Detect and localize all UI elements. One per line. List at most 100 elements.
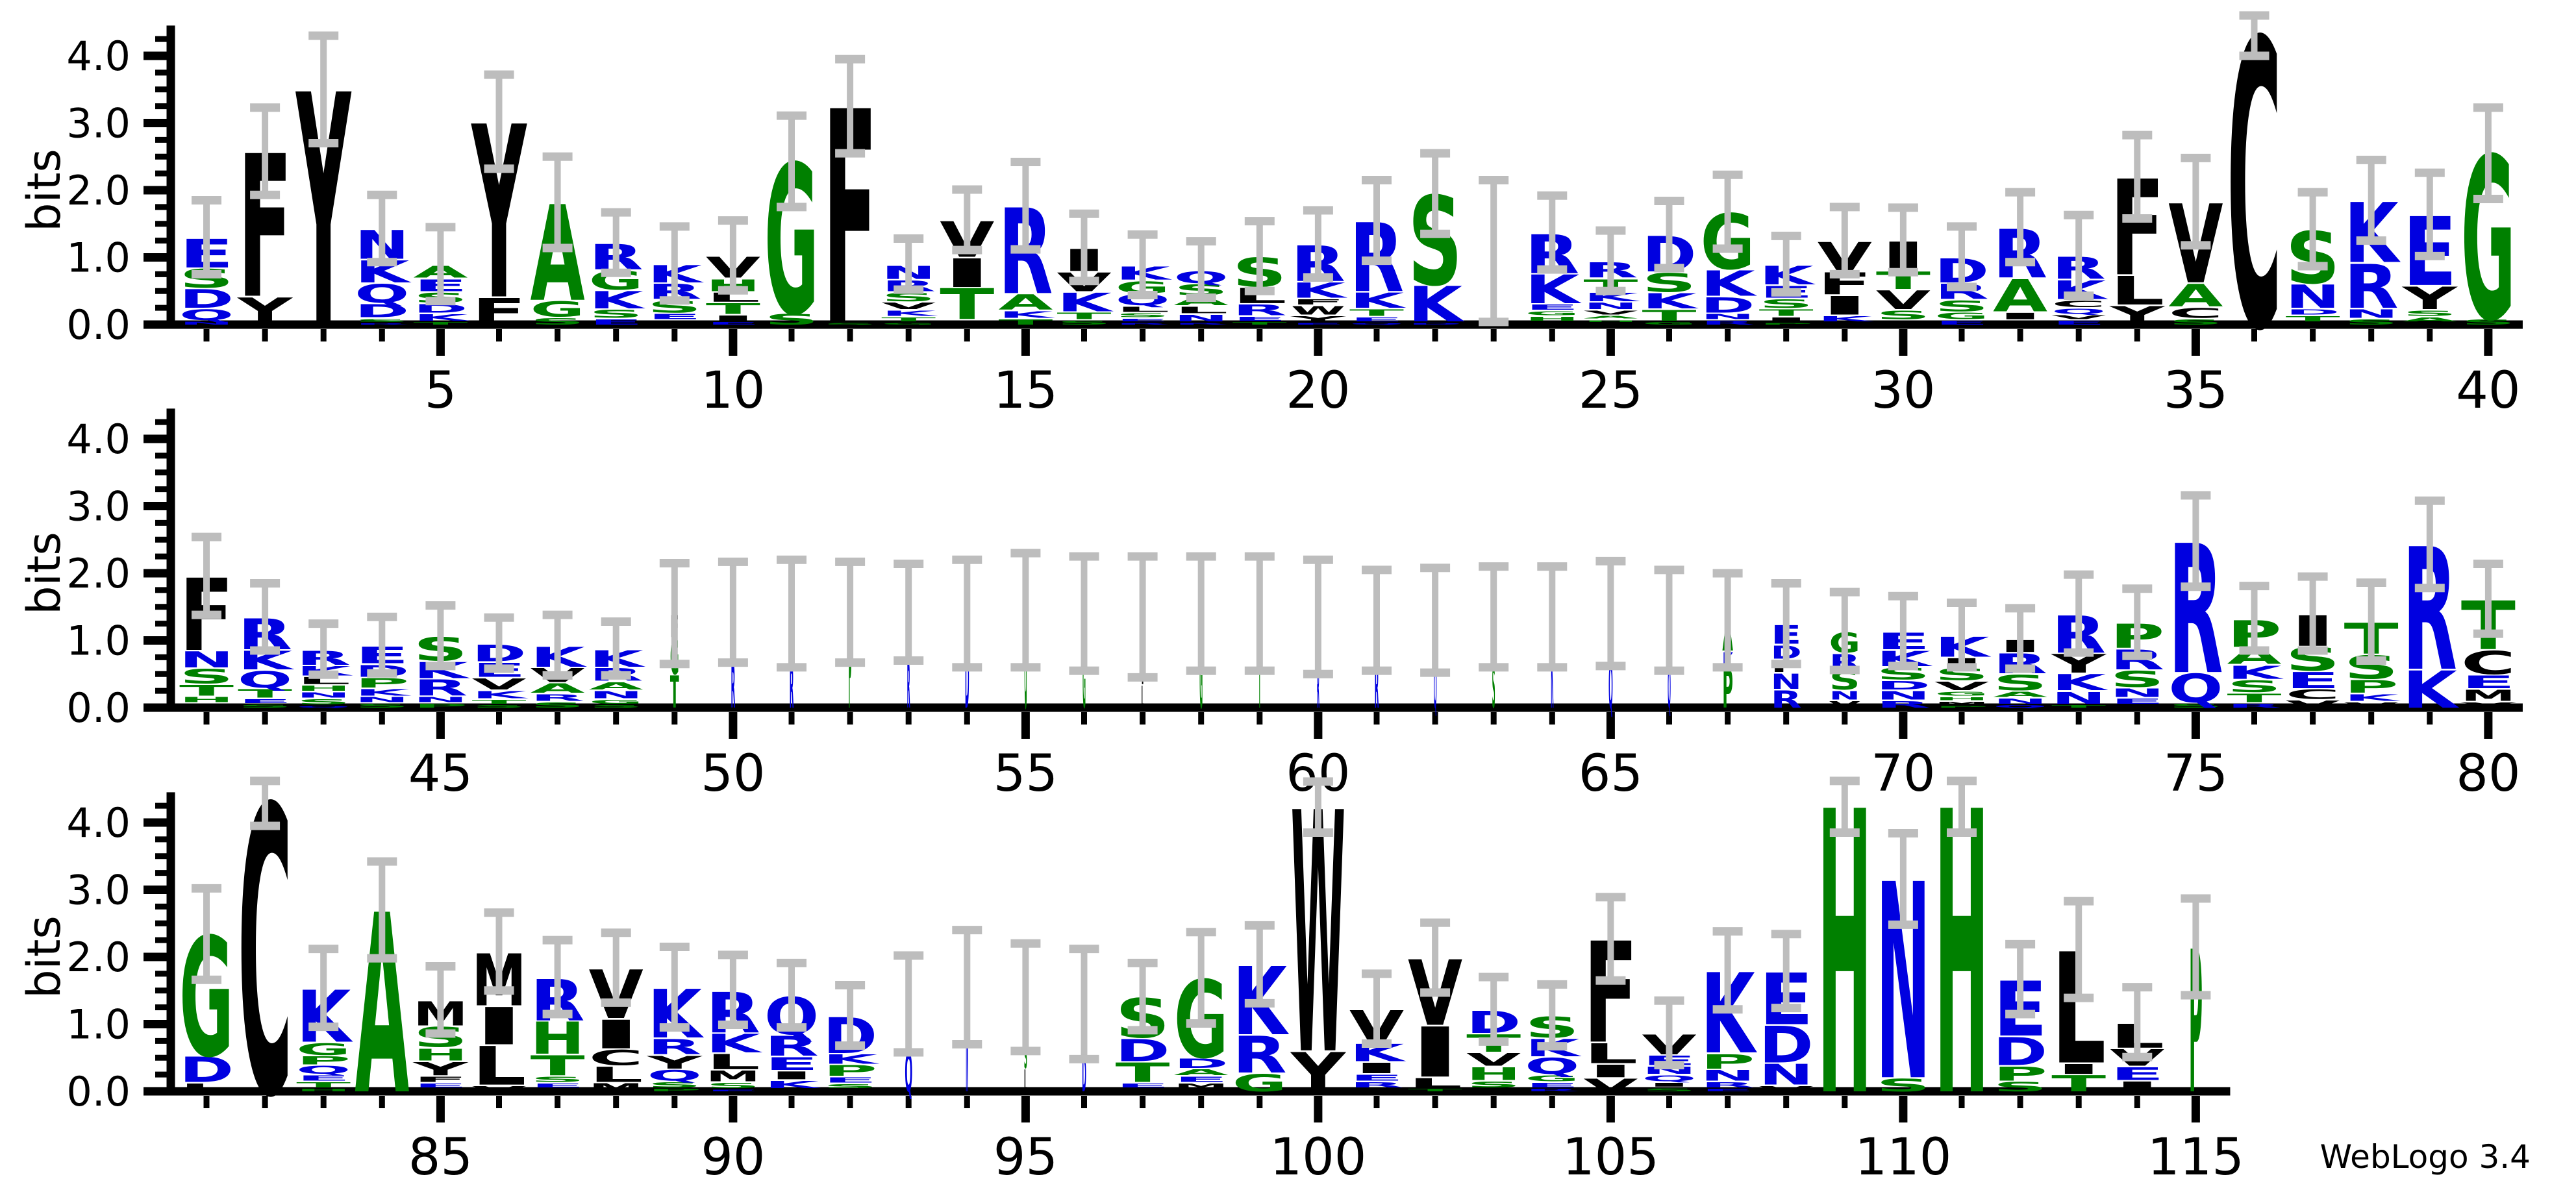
residue-letter-S-48: S <box>589 704 644 708</box>
residue-letter-E-85: E <box>413 1082 468 1088</box>
error-bar-70 <box>1888 591 1918 671</box>
error-bar-106 <box>1654 996 1684 1070</box>
residue-letter-T-10: T <box>706 301 760 317</box>
residue-letter-S-87: S <box>531 1076 585 1084</box>
residue-letter-V-69: V <box>1829 699 1860 710</box>
x-tick-label: 25 <box>1579 362 1643 420</box>
residue-letter-N-1: N <box>179 321 234 326</box>
error-bar-2 <box>250 103 281 199</box>
error-bar-17 <box>1127 230 1158 299</box>
residue-letter-E-74: E <box>2110 697 2164 706</box>
error-bar-65 <box>1595 556 1626 671</box>
error-bar-3 <box>308 31 339 148</box>
error-bar-45 <box>425 601 456 671</box>
error-bar-48 <box>601 617 631 680</box>
residue-letter-S-92: S <box>823 1083 877 1089</box>
residue-letter-N-41: N <box>179 647 234 673</box>
x-tick-label: 30 <box>1871 362 1935 420</box>
residue-letter-T-28: T <box>1759 308 1814 318</box>
residue-letter-G-58: G <box>1199 632 1203 726</box>
error-bar-57 <box>1127 552 1158 682</box>
residue-letter-G-31: G <box>1934 311 1989 321</box>
residue-letter-R-101: R <box>1349 1081 1404 1089</box>
residue-letter-H-83: H <box>296 1088 351 1092</box>
residue-letter-S-38: S <box>2344 318 2399 327</box>
error-bar-58 <box>1186 552 1216 675</box>
residue-letter-L-90: L <box>706 1050 760 1074</box>
residue-letter-D-37: D <box>2286 308 2340 316</box>
residue-letter-S-89: S <box>647 1081 702 1089</box>
residue-letter-G-24: G <box>1525 310 1579 316</box>
error-bar-10 <box>718 216 748 295</box>
residue-letter-V-13: V <box>881 301 936 312</box>
error-bar-41 <box>192 532 221 619</box>
residue-letter-F-39: F <box>2403 323 2457 325</box>
residue-letter-G-26: G <box>1642 321 1696 325</box>
residue-letter-N-68: N <box>1771 669 1802 694</box>
residue-letter-R-17: R <box>1116 323 1170 325</box>
residue-letter-E-24: E <box>1525 303 1579 312</box>
residue-letter-Q-33: Q <box>2051 307 2106 316</box>
residue-letter-Q-1: Q <box>179 307 234 324</box>
residue-letter-S-75: S <box>2168 703 2223 709</box>
error-bar-30 <box>1888 203 1918 277</box>
x-tick-label: 95 <box>994 1128 1058 1187</box>
x-tick-label: 115 <box>2147 1128 2244 1187</box>
residue-letter-Y-2: Y <box>237 291 294 328</box>
residue-letter-Q-62: Q <box>1434 654 1437 721</box>
error-bar-14 <box>952 185 982 254</box>
error-bar-7 <box>542 152 573 253</box>
residue-letter-E-90: E <box>706 1089 760 1092</box>
y-tick-label: 1.0 <box>66 617 131 665</box>
residue-letter-M-80: M <box>2461 687 2516 704</box>
residue-letter-F-6: F <box>471 291 526 334</box>
residue-stack-115: P <box>2189 910 2203 1137</box>
residue-letter-W-20: W <box>1291 304 1345 317</box>
residue-letter-Y-20: Y <box>1290 315 1347 323</box>
residue-letter-L-18: L <box>1174 305 1229 316</box>
y-tick-label: 2.0 <box>66 550 131 597</box>
x-tick-label: 45 <box>408 745 473 803</box>
residue-letter-K-20: K <box>1291 279 1348 303</box>
residue-letter-L-57: L <box>1142 680 1144 715</box>
residue-letter-G-104: G <box>1525 1074 1579 1083</box>
residue-letter-P-83: P <box>296 1054 351 1067</box>
error-bar-16 <box>1069 209 1099 286</box>
x-tick-label: 15 <box>994 362 1058 420</box>
residue-letter-S-103: S <box>1466 1080 1521 1089</box>
residue-letter-R-47: R <box>531 693 585 703</box>
y-tick-label: 1.0 <box>66 1001 131 1048</box>
residue-letter-G-48: G <box>589 699 644 704</box>
error-bar-13 <box>894 234 924 294</box>
residue-letter-V-103: V <box>1466 1050 1521 1071</box>
error-bar-100 <box>1303 777 1333 837</box>
residue-letter-E-114: E <box>2110 1064 2164 1084</box>
error-bar-115 <box>2181 894 2211 1000</box>
residue-letter-K-29: K <box>1818 315 1875 323</box>
residue-letter-H-24: H <box>1525 316 1579 321</box>
residue-letter-A-48: A <box>589 680 644 691</box>
residue-letter-E-8: E <box>589 318 644 327</box>
error-bar-67 <box>1712 569 1743 672</box>
residue-letter-R-18: R <box>1174 323 1229 325</box>
y-tick-label: 0.0 <box>66 1068 131 1115</box>
residue-letter-C-88: C <box>589 1046 644 1071</box>
residue-letter-H-43: H <box>296 684 351 693</box>
residue-letter-K-22: K <box>1408 277 1464 333</box>
residue-letter-P-45: P <box>413 703 468 709</box>
error-bar-22 <box>1420 149 1451 238</box>
residue-letter-R-50: R <box>731 652 736 722</box>
residue-letter-A-39: A <box>2403 316 2457 322</box>
residue-letter-T-49: T <box>670 667 679 718</box>
error-bar-52 <box>835 557 866 667</box>
residue-letter-N-107: N <box>1701 1067 1755 1084</box>
error-bar-24 <box>1537 191 1568 274</box>
residue-letter-T-76: T <box>2227 691 2281 705</box>
residue-letter-K-76: K <box>2227 662 2284 683</box>
error-bar-86 <box>484 908 514 995</box>
